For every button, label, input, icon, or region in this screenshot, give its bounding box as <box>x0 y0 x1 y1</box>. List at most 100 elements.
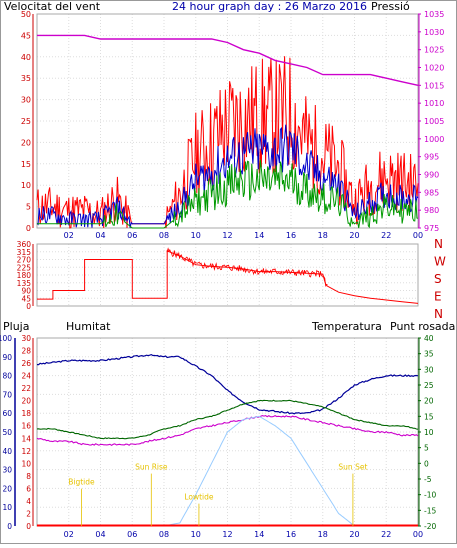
temp-time-axis: 02 04 06 08 10 12 14 16 18 20 22 00 <box>64 530 423 539</box>
humidity-tick: 0 <box>7 522 12 531</box>
rain-tick: 16 <box>21 422 31 431</box>
direction-tick: 315 <box>17 248 32 257</box>
time-tick: 14 <box>254 530 264 539</box>
pressure-tick: 1010 <box>424 99 444 108</box>
rain-tick: 8 <box>26 472 31 481</box>
humidity-tick: 60 <box>2 409 12 418</box>
rain-tick: 18 <box>21 409 31 418</box>
temperature-tick: 0 <box>424 459 429 468</box>
temperature-tick: 10 <box>424 428 434 437</box>
direction-tick: 135 <box>17 279 32 288</box>
compass-letter: E <box>434 290 442 304</box>
pressure-axis: 975 980 985 990 995 1000 1005 1010 1015 1020 1025 1… <box>418 10 444 233</box>
rain-label: Pluja <box>3 320 29 333</box>
time-tick: 12 <box>222 231 232 240</box>
wind-speed-tick: 5 <box>26 203 31 212</box>
astro-label: Lowtide <box>184 493 214 502</box>
time-tick: 04 <box>95 231 105 240</box>
time-tick: 18 <box>318 231 328 240</box>
temperature-tick: 15 <box>424 412 434 421</box>
temperature-tick: -10 <box>424 491 436 500</box>
wind-direction-noise <box>166 247 328 288</box>
rain-tick: 12 <box>21 447 31 456</box>
pressure-label: Pressió <box>371 0 410 13</box>
astro-annotations: Sun Rise Sun Set Lowtide Bigtide <box>68 463 367 526</box>
time-tick: 16 <box>286 530 296 539</box>
rain-tick: 10 <box>21 459 31 468</box>
temperature-tick: 40 <box>424 334 434 343</box>
time-tick: 12 <box>222 530 232 539</box>
temperature-tick: 5 <box>424 444 429 453</box>
wind-speed-tick: 40 <box>21 53 31 62</box>
humidity-tick: 50 <box>2 428 12 437</box>
time-tick: 22 <box>381 231 391 240</box>
time-tick: 10 <box>191 231 201 240</box>
wind-direction-plot-area <box>36 243 419 307</box>
wind-speed-tick: 20 <box>21 138 31 147</box>
pressure-tick: 1020 <box>424 64 444 73</box>
rain-tick: 4 <box>26 497 31 506</box>
time-tick: 00 <box>413 530 423 539</box>
humidity-label: Humitat <box>66 320 111 333</box>
pressure-tick: 1005 <box>424 117 444 126</box>
compass-letter: N <box>434 307 443 321</box>
wind-speed-tick: 25 <box>21 117 31 126</box>
temperature-tick: -20 <box>424 522 436 531</box>
compass-letter: W <box>434 255 446 269</box>
time-tick: 06 <box>127 231 137 240</box>
wind-time-axis: 02 04 06 08 10 12 14 16 18 20 22 00 <box>64 231 423 240</box>
direction-tick: 270 <box>17 256 32 265</box>
time-tick: 18 <box>318 530 328 539</box>
humidity-line <box>37 353 419 415</box>
dewpoint-label: Punt rosada <box>390 320 455 333</box>
temperature-tick: -15 <box>424 506 436 515</box>
dewpoint-line <box>36 414 419 446</box>
gust-line <box>36 56 419 229</box>
time-tick: 16 <box>286 231 296 240</box>
direction-tick: 180 <box>17 271 32 280</box>
astro-label: Sun Rise <box>135 463 168 472</box>
time-tick: 00 <box>413 231 423 240</box>
pressure-tick: 975 <box>424 224 439 233</box>
rain-tick: 22 <box>21 384 31 393</box>
time-tick: 20 <box>349 530 359 539</box>
time-tick: 04 <box>95 530 105 539</box>
wind-avg-line <box>36 124 419 229</box>
pressure-tick: 1030 <box>424 28 444 37</box>
rain-tick: 0 <box>26 522 31 531</box>
pressure-tick: 1000 <box>424 135 444 144</box>
time-tick: 02 <box>64 530 74 539</box>
humidity-tick: 80 <box>2 372 12 381</box>
direction-tick: 45 <box>21 294 31 303</box>
pressure-tick: 1015 <box>424 81 444 90</box>
pressure-line <box>37 34 419 86</box>
rain-tick: 2 <box>26 509 31 518</box>
wind-speed-axis: 0 5 10 15 20 25 30 35 40 45 50 <box>21 10 34 233</box>
temp-humidity-series <box>36 353 419 527</box>
wind-speed-tick: 30 <box>21 96 31 105</box>
temperature-tick: 35 <box>424 350 434 359</box>
time-tick: 02 <box>64 231 74 240</box>
rain-tick: 24 <box>21 372 31 381</box>
temperature-tick: 20 <box>424 397 434 406</box>
wind-direction-series <box>37 247 419 304</box>
wind-speed-label: Velocitat del vent <box>4 0 101 13</box>
direction-tick: 0 <box>26 302 31 311</box>
wind-speed-tick: 0 <box>26 224 31 233</box>
wind-direction-line <box>37 250 419 304</box>
pressure-tick: 980 <box>424 206 439 215</box>
temperature-tick: -5 <box>424 475 432 484</box>
pressure-tick: 985 <box>424 188 439 197</box>
temperature-axis: -20 -15 -10 -5 0 5 10 15 20 25 30 35 40 <box>418 334 436 531</box>
direction-tick: 360 <box>17 240 32 249</box>
temperature-tick: 25 <box>424 381 434 390</box>
temperature-line <box>36 399 419 440</box>
rain-tick: 26 <box>21 359 31 368</box>
temperature-tick: 30 <box>424 365 434 374</box>
